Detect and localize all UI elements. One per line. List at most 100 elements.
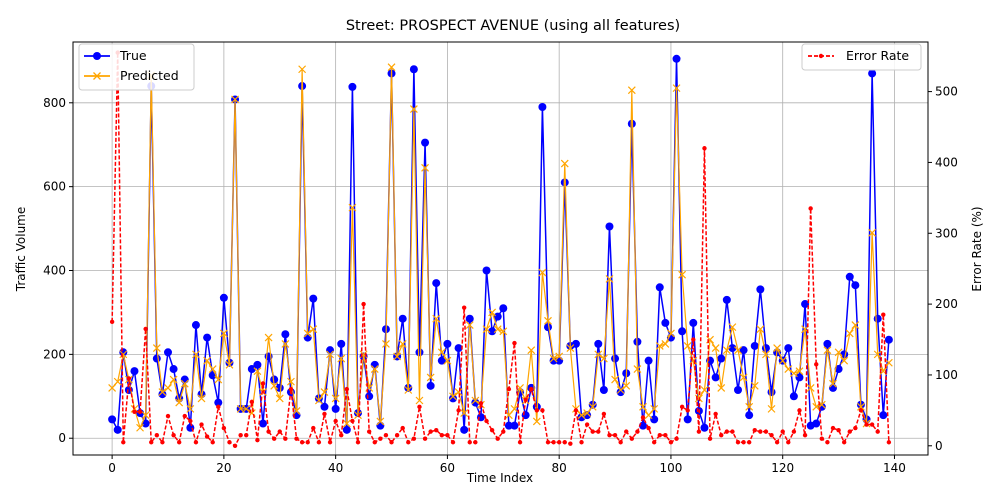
series-true-point xyxy=(728,344,737,353)
series-error-rate-point xyxy=(355,440,361,445)
series-true-point xyxy=(717,354,726,363)
series-predicted-point xyxy=(778,356,787,365)
y-right-tick-label: 500 xyxy=(935,85,958,99)
series-predicted-point xyxy=(398,339,407,348)
series-error-rate-point xyxy=(199,422,204,427)
series-error-rate-point xyxy=(797,408,802,413)
series-predicted-point xyxy=(650,404,659,413)
series-predicted-point xyxy=(186,404,195,413)
series-error-rate-point xyxy=(780,429,785,434)
series-error-rate-point xyxy=(568,441,573,446)
series-predicted-point xyxy=(141,411,150,420)
series-true-point xyxy=(611,354,620,363)
series-predicted-point xyxy=(750,381,759,390)
series-error-rate-point xyxy=(679,404,685,410)
series-error-rate-point xyxy=(696,429,702,434)
series-predicted-point xyxy=(136,423,144,432)
series-error-rate-point xyxy=(640,415,646,420)
series-true-point xyxy=(594,339,603,348)
series-predicted-point xyxy=(644,411,653,420)
series-error-rate-point xyxy=(618,440,623,445)
series-error-rate-point xyxy=(182,413,187,419)
series-error-rate-point xyxy=(573,408,579,413)
series-true-point xyxy=(784,344,793,353)
series-true-point xyxy=(678,327,687,336)
series-predicted-point xyxy=(717,383,726,392)
series-true-point xyxy=(683,415,692,424)
series-error-rate-point xyxy=(651,440,657,445)
series-true-point xyxy=(644,356,653,365)
x-tick-label: 80 xyxy=(552,461,567,475)
series-error-rate-point xyxy=(333,418,338,424)
series-predicted-point xyxy=(499,327,508,336)
series-predicted-point xyxy=(734,346,742,355)
legend-predicted-label: Predicted xyxy=(120,68,179,83)
chart-title: Street: PROSPECT AVENUE (using all featu… xyxy=(346,18,680,34)
series-true-point xyxy=(499,304,508,313)
series-predicted-point xyxy=(314,396,323,405)
series-true-point xyxy=(454,344,463,353)
series-true-point xyxy=(432,279,441,288)
series-predicted-point xyxy=(158,388,167,397)
series-predicted-point xyxy=(745,402,754,411)
series-true-point xyxy=(845,272,854,281)
series-predicted-point xyxy=(683,342,692,350)
series-error-rate-point xyxy=(752,428,757,433)
series-predicted-point xyxy=(806,383,815,392)
series-predicted-point xyxy=(795,367,804,376)
series-error-rate-point xyxy=(428,429,433,434)
series-true-point xyxy=(493,312,502,321)
series-true-point xyxy=(544,323,552,332)
series-predicted-point xyxy=(622,381,631,390)
series-error-rate-point xyxy=(249,399,255,405)
x-axis-label: Time Index xyxy=(466,471,533,485)
series-true-point xyxy=(789,392,798,401)
series-predicted-point xyxy=(309,325,318,334)
series-predicted-point xyxy=(773,344,782,353)
series-error-rate-point xyxy=(512,340,517,346)
series-true-point xyxy=(130,367,139,376)
series-predicted-point xyxy=(728,323,737,332)
series-true-point xyxy=(152,354,161,363)
series-error-rate-point xyxy=(713,411,718,417)
series-error-rate-point xyxy=(730,429,735,434)
series-error-rate-point xyxy=(545,440,551,445)
series-true-point xyxy=(471,398,480,407)
series-predicted-point xyxy=(672,84,681,93)
series-error-rate-point xyxy=(584,422,590,427)
series-predicted-point xyxy=(868,228,877,237)
series-true-point xyxy=(700,423,709,432)
series-true-point xyxy=(549,356,558,365)
series-predicted-point xyxy=(382,339,390,348)
series-true-point xyxy=(275,383,284,392)
series-error-rate-point xyxy=(484,418,489,424)
series-error-rate-point xyxy=(556,440,562,445)
series-predicted-point xyxy=(488,308,497,317)
series-predicted-point xyxy=(236,404,245,413)
series-error-rate-point xyxy=(149,440,154,445)
series-predicted-point xyxy=(700,386,709,394)
series-true-point xyxy=(750,341,759,350)
series-predicted-point xyxy=(152,344,161,353)
series-predicted-point xyxy=(851,321,860,329)
series-error-rate-point xyxy=(881,312,886,317)
series-predicted-point xyxy=(281,339,290,348)
series-true-point xyxy=(247,365,256,374)
series-true-point xyxy=(398,314,407,323)
series-error-rate-point xyxy=(143,326,148,332)
series-predicted-point xyxy=(108,383,117,392)
x-tick-label: 20 xyxy=(216,461,231,475)
series-predicted-point xyxy=(376,417,385,426)
series-true-point xyxy=(627,119,636,128)
series-error-rate-point xyxy=(366,429,372,434)
series-error-rate-point xyxy=(299,440,305,445)
y-right-tick-label: 0 xyxy=(935,439,943,453)
series-predicted-point xyxy=(527,346,536,355)
series-predicted-point xyxy=(605,274,614,283)
series-true-point xyxy=(320,402,329,411)
series-predicted-point xyxy=(197,394,206,403)
series-error-rate-point xyxy=(529,386,534,392)
series-error-rate-point xyxy=(624,429,629,434)
series-predicted-point xyxy=(756,325,765,334)
series-error-rate-point xyxy=(339,432,344,438)
